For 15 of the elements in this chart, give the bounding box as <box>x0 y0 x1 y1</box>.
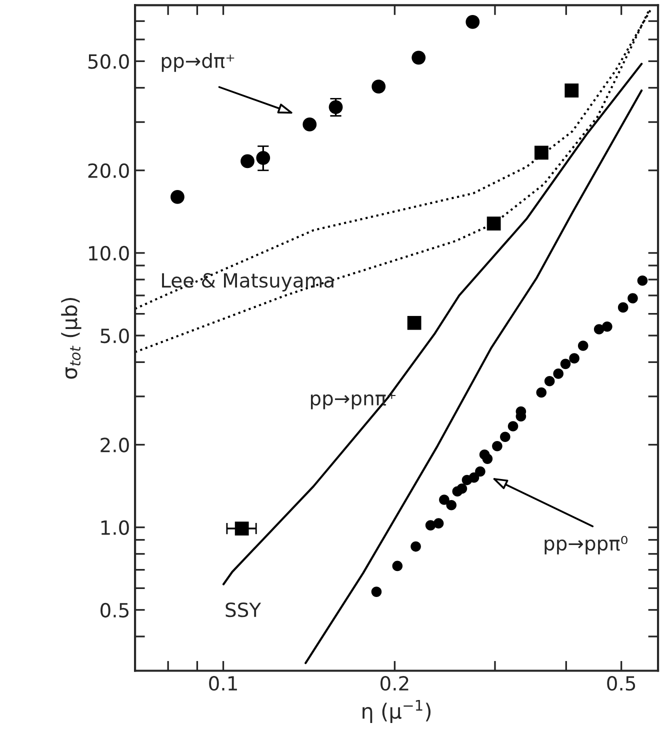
y-tick-label: 50.0 <box>88 54 129 69</box>
y-tick-label: 20.0 <box>88 163 129 178</box>
annotation: SSY <box>226 602 262 618</box>
x-axis-title: η (μ$^{−1}$) <box>362 700 431 723</box>
x-tick-label: 0.5 <box>607 676 636 691</box>
y-tick-label: 10.0 <box>89 246 129 261</box>
y-tick-label: 2.0 <box>100 438 129 452</box>
annotation: pp→dπ⁺ <box>162 53 234 72</box>
x-tick-label: 0.1 <box>209 676 237 691</box>
y-tick-label: 1.0 <box>101 520 129 535</box>
y-tick-label: 5.0 <box>100 328 129 344</box>
y-axis-title: σ$_{tot}$ (μb) <box>61 298 82 379</box>
x-tick-label: 0.2 <box>380 676 408 691</box>
y-tick-label: 0.5 <box>100 602 128 618</box>
annotation: pp→ppπ⁰ <box>544 536 628 554</box>
